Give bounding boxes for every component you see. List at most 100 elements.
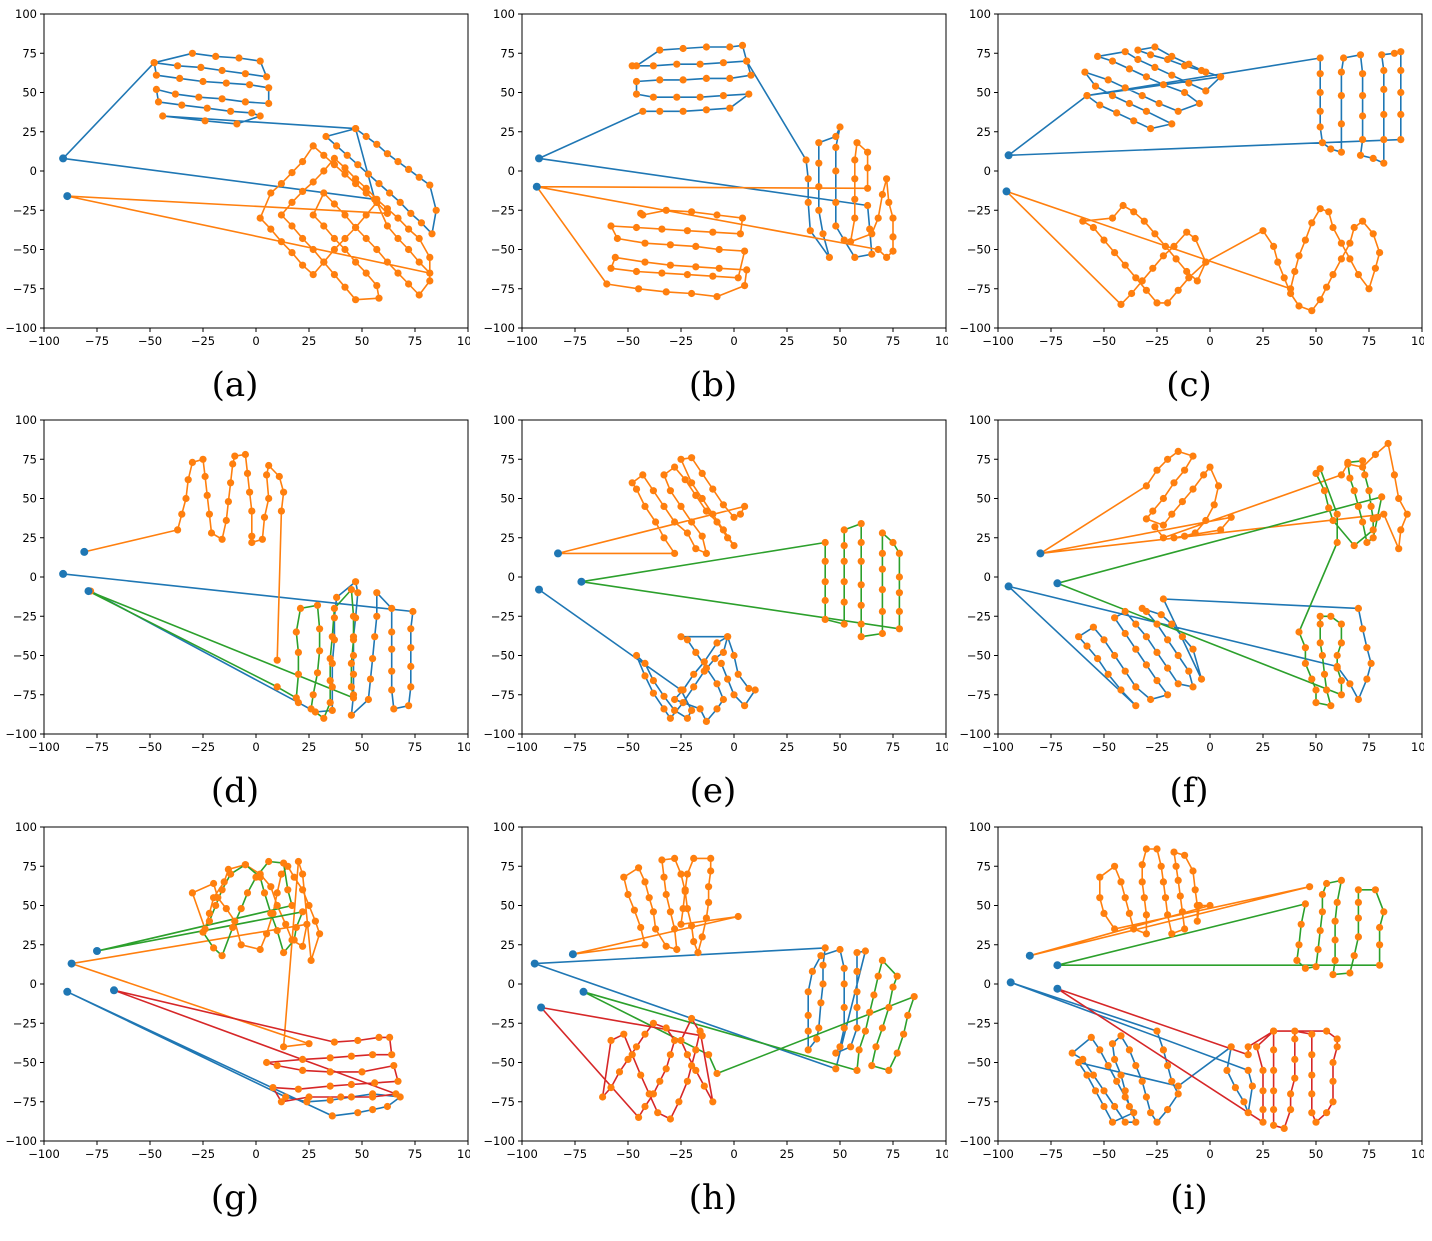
y-tick-label: −100 bbox=[483, 321, 515, 335]
customer-point bbox=[1380, 110, 1388, 119]
x-tick-label: −75 bbox=[563, 1147, 587, 1161]
customer-point bbox=[679, 107, 687, 115]
customer-point bbox=[1081, 68, 1089, 76]
customer-point bbox=[696, 60, 704, 68]
chart: −100 −75 −50 −25 0 25 50 75 100 −100 −75 −50 −25 0 25 5… bbox=[483, 7, 948, 348]
customer-point bbox=[326, 1082, 334, 1090]
customer-point bbox=[341, 234, 349, 243]
customer-point bbox=[197, 63, 205, 71]
y-tick-label: 0 bbox=[984, 977, 991, 991]
customer-point bbox=[652, 925, 660, 933]
x-tick-label: 25 bbox=[302, 740, 317, 754]
customer-point bbox=[354, 589, 362, 597]
customer-point bbox=[878, 1024, 886, 1032]
customer-point bbox=[1369, 526, 1377, 534]
y-tick-label: 75 bbox=[500, 859, 515, 873]
customer-point bbox=[741, 702, 749, 710]
customer-point bbox=[666, 714, 674, 722]
customer-point bbox=[819, 980, 827, 988]
customer-point bbox=[309, 691, 317, 699]
customer-point bbox=[681, 476, 689, 484]
customer-point bbox=[407, 209, 415, 217]
depot-point bbox=[535, 585, 543, 594]
customer-point bbox=[1083, 642, 1091, 650]
customer-point bbox=[1153, 299, 1161, 307]
customer-point bbox=[709, 510, 717, 518]
customer-point bbox=[1147, 125, 1155, 133]
customer-point bbox=[184, 476, 192, 484]
customer-point bbox=[1380, 908, 1388, 916]
customer-point bbox=[1153, 1027, 1161, 1035]
x-tick-label: 50 bbox=[355, 740, 370, 754]
customer-point bbox=[804, 175, 812, 183]
customer-point bbox=[1354, 886, 1362, 894]
x-tick-label: 50 bbox=[355, 1147, 370, 1161]
customer-point bbox=[1350, 542, 1358, 550]
customer-point bbox=[840, 526, 848, 534]
customer-point bbox=[1168, 71, 1176, 79]
customer-point bbox=[702, 914, 710, 922]
y-tick-label: 50 bbox=[500, 899, 515, 913]
customer-point bbox=[853, 967, 861, 975]
customer-point bbox=[1174, 651, 1182, 660]
customer-point bbox=[1142, 661, 1150, 669]
customer-point bbox=[299, 942, 307, 950]
customer-point bbox=[1121, 607, 1129, 616]
x-tick-label: 100 bbox=[457, 334, 470, 348]
customer-point bbox=[1121, 667, 1129, 675]
customer-point bbox=[371, 1079, 379, 1087]
customer-point bbox=[210, 944, 218, 952]
customer-point bbox=[320, 258, 328, 266]
customer-point bbox=[1316, 107, 1324, 115]
customer-point bbox=[734, 670, 742, 678]
customer-point bbox=[1079, 217, 1087, 225]
customer-point bbox=[806, 227, 814, 235]
customer-point bbox=[277, 211, 285, 219]
customer-point bbox=[1140, 217, 1148, 225]
customer-point bbox=[407, 683, 415, 691]
customer-point bbox=[1318, 139, 1326, 147]
customer-point bbox=[692, 263, 700, 271]
customer-point bbox=[1104, 670, 1112, 678]
customer-point bbox=[628, 1051, 636, 1059]
customer-point bbox=[383, 258, 391, 266]
customer-point bbox=[1333, 510, 1341, 518]
customer-point bbox=[662, 206, 670, 214]
customer-point bbox=[227, 107, 235, 115]
customer-point bbox=[292, 628, 300, 636]
customer-point bbox=[347, 586, 355, 594]
customer-point bbox=[362, 211, 370, 219]
customer-point bbox=[294, 670, 302, 678]
customer-point bbox=[371, 633, 379, 641]
customer-point bbox=[1354, 502, 1362, 510]
x-tick-label: 0 bbox=[1206, 740, 1213, 754]
customer-point bbox=[1068, 1049, 1076, 1057]
customer-point bbox=[409, 607, 417, 616]
customer-point bbox=[692, 491, 700, 499]
chart: −100 −75 −50 −25 0 25 50 75 100 −100 −75 −50 −25 0 25 5… bbox=[959, 7, 1424, 348]
customer-point bbox=[1337, 876, 1345, 884]
chart: −100 −75 −50 −25 0 25 50 75 100 −100 −75 −50 −25 0 25 5… bbox=[483, 820, 948, 1161]
customer-point bbox=[1174, 447, 1182, 455]
customer-point bbox=[407, 644, 415, 652]
customer-point bbox=[660, 705, 668, 713]
customer-point bbox=[1153, 845, 1161, 853]
chart: −100 −75 −50 −25 0 25 50 75 100 −100 −75 −50 −25 0 25 5… bbox=[959, 413, 1424, 754]
customer-point bbox=[1191, 886, 1199, 894]
customer-point bbox=[688, 518, 696, 526]
customer-point bbox=[280, 949, 288, 957]
customer-point bbox=[349, 694, 358, 702]
x-tick-label: −25 bbox=[669, 1147, 693, 1161]
customer-point bbox=[698, 494, 706, 503]
customer-point bbox=[1361, 471, 1369, 479]
customer-point bbox=[1104, 1062, 1112, 1070]
customer-point bbox=[231, 452, 239, 460]
customer-point bbox=[218, 535, 226, 543]
customer-point bbox=[241, 98, 249, 106]
customer-point bbox=[1270, 242, 1278, 250]
customer-point bbox=[152, 85, 160, 93]
customer-point bbox=[358, 1068, 366, 1076]
customer-point bbox=[724, 633, 732, 641]
customer-point bbox=[632, 267, 641, 276]
x-tick-label: −75 bbox=[85, 1147, 109, 1161]
